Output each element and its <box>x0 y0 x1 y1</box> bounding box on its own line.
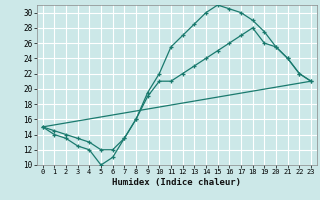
X-axis label: Humidex (Indice chaleur): Humidex (Indice chaleur) <box>112 178 241 187</box>
